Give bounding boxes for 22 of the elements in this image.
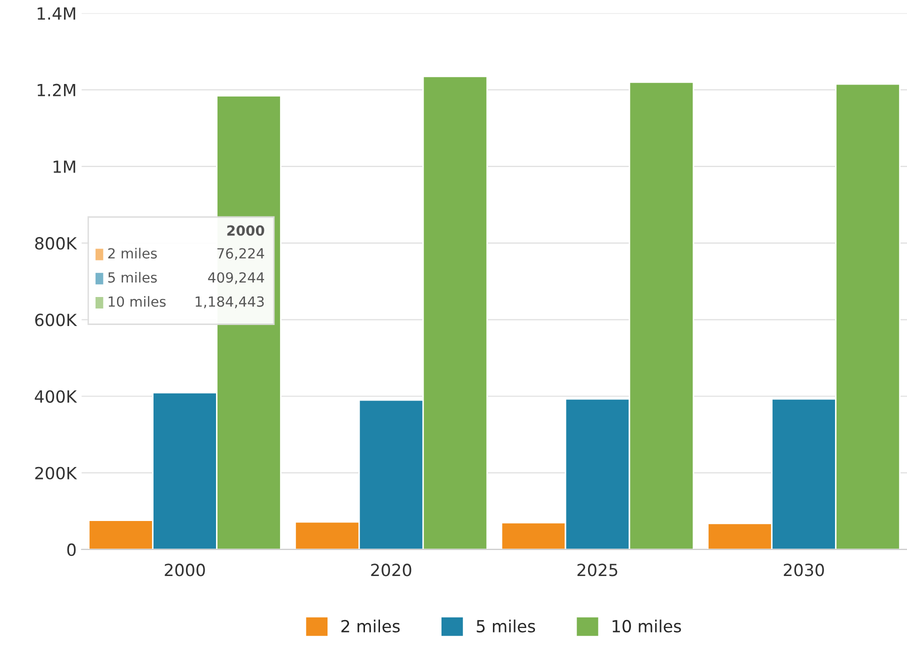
x-tick-label: 2025: [578, 564, 618, 576]
legend-label: 10 miles: [612, 620, 681, 632]
y-tick-label: 800K: [35, 237, 78, 250]
x-tick-label: 2030: [784, 564, 824, 576]
annotation: 10 miles: [108, 296, 166, 307]
y-tick-label: 200K: [35, 466, 78, 480]
annotation: 5 miles: [108, 272, 157, 283]
y-tick-label: 1.4M: [38, 7, 76, 20]
annotation: 2000: [227, 225, 264, 236]
x-tick-label: 2000: [164, 564, 205, 576]
annotation: 409,244: [208, 272, 264, 284]
y-tick-label: 1M: [54, 160, 76, 173]
x-tick-label: 2020: [371, 564, 412, 576]
y-tick-label: 600K: [35, 314, 78, 326]
annotation: 1,184,443: [196, 296, 264, 308]
y-tick-label: 0: [67, 543, 76, 556]
annotation: 2 miles: [108, 248, 157, 259]
y-tick-label: 400K: [34, 390, 78, 403]
annotation: 76,224: [217, 248, 264, 260]
legend-label: 5 miles: [476, 620, 536, 632]
y-tick-label: 1.2M: [38, 84, 76, 96]
legend-label: 2 miles: [341, 620, 400, 632]
